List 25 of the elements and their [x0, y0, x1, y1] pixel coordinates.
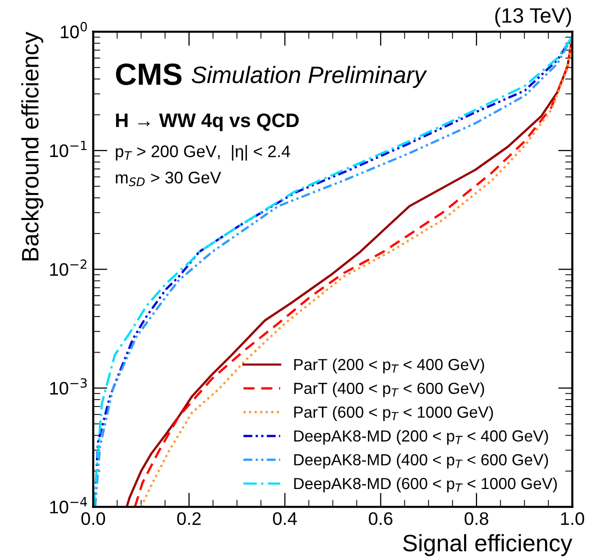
- legend-label: DeepAK8-MD (600 < p$_{T}$ < 1000 GeV): [294, 477, 557, 492]
- x-tick-label: 0.2: [177, 512, 201, 525]
- x-tick-label: 0.0: [81, 512, 106, 525]
- y-tick-label: 10$^{−3}$: [50, 378, 87, 395]
- x-tick-label: 0.8: [464, 512, 488, 525]
- annotation: m$_{SD}$ > 30 GeV: [116, 172, 222, 186]
- legend-label: ParT (200 < p$_{T}$ < 400 GeV): [294, 358, 484, 374]
- annotation: CMS: [116, 63, 182, 86]
- x-tick-label: 0.6: [368, 512, 392, 525]
- legend-label: DeepAK8-MD (400 < p$_{T}$ < 600 GeV): [294, 454, 548, 469]
- annotation: Simulation Preliminary: [192, 66, 428, 88]
- x-tick-label: 1.0: [561, 512, 584, 525]
- y-tick-label: 10$^{−1}$: [50, 140, 87, 158]
- y-tick-label: 10$^{0}$: [60, 22, 87, 38]
- legend-label: DeepAK8-MD (200 < p$_{T}$ < 400 GeV): [294, 430, 548, 445]
- x-axis-title: Signal efficiency: [403, 534, 572, 556]
- legend-label: ParT (600 < p$_{T}$ < 1000 GeV): [294, 406, 493, 421]
- annotation: H → WW 4q vs QCD: [116, 113, 299, 132]
- legend-label: ParT (400 < p$_{T}$ < 600 GeV): [294, 382, 484, 398]
- text: (13 TeV): [495, 8, 572, 27]
- x-tick-label: 0.4: [273, 512, 297, 525]
- y-axis-title: Background efficiency: [21, 32, 44, 260]
- annotation: p$_{T}$ > 200 GeV, |η| < 2.4: [116, 144, 290, 161]
- y-tick-label: 10$^{−2}$: [50, 259, 86, 276]
- y-tick-label: 10$^{−4}$: [50, 497, 87, 514]
